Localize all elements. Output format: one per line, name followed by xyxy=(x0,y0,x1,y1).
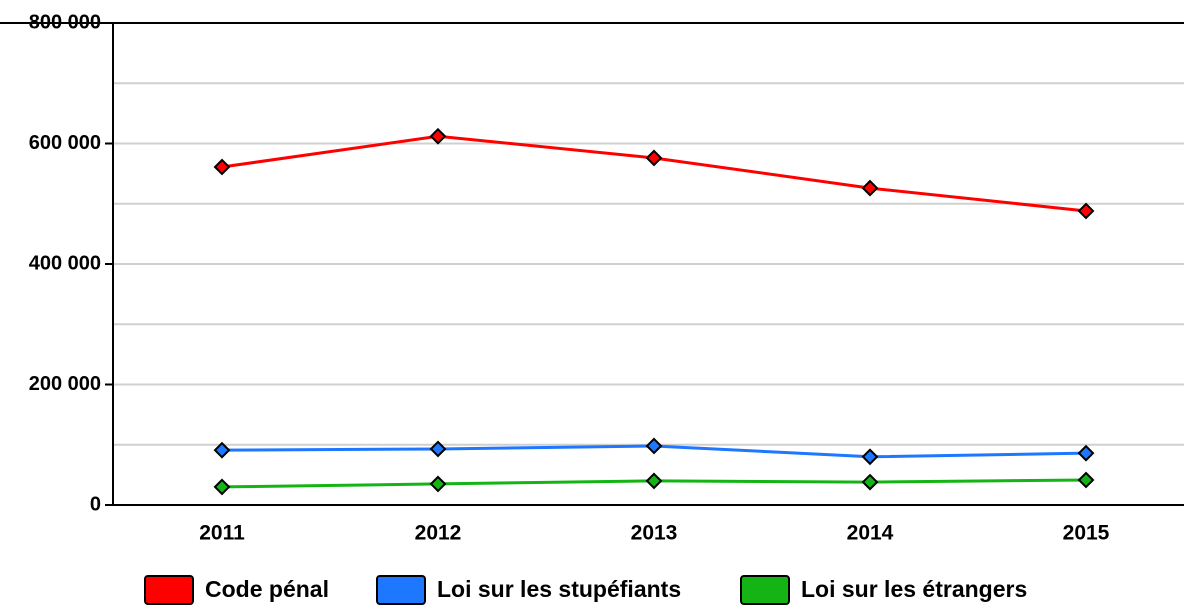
data-point xyxy=(861,473,879,491)
legend-swatch xyxy=(376,575,426,605)
data-point xyxy=(645,149,663,167)
data-point xyxy=(861,448,879,466)
data-point xyxy=(1077,444,1095,462)
data-point xyxy=(1077,471,1095,489)
data-point xyxy=(1077,202,1095,220)
y-tick-label: 400 000 xyxy=(29,252,101,274)
x-tick-label: 2014 xyxy=(847,522,894,545)
legend-label: Loi sur les stupéfiants xyxy=(437,576,681,602)
series-line xyxy=(221,134,1087,213)
legend-label: Loi sur les étrangers xyxy=(801,576,1027,602)
x-tick-label: 2012 xyxy=(415,522,462,545)
y-tick-label: 200 000 xyxy=(29,373,101,395)
data-point xyxy=(645,437,663,455)
legend-swatch xyxy=(740,575,790,605)
legend-label: Code pénal xyxy=(205,576,329,602)
y-tick-label: 0 xyxy=(90,493,101,515)
legend-swatch xyxy=(144,575,194,605)
data-point xyxy=(861,179,879,197)
y-tick-label: 600 000 xyxy=(29,132,101,154)
x-tick-label: 2011 xyxy=(199,522,245,545)
data-point xyxy=(429,127,447,145)
data-point xyxy=(645,472,663,490)
data-point xyxy=(429,440,447,458)
data-point xyxy=(213,158,231,176)
data-point xyxy=(213,441,231,459)
data-point xyxy=(429,475,447,493)
x-tick-label: 2015 xyxy=(1063,522,1110,545)
x-tick-label: 2013 xyxy=(631,522,678,545)
data-point xyxy=(213,478,231,496)
